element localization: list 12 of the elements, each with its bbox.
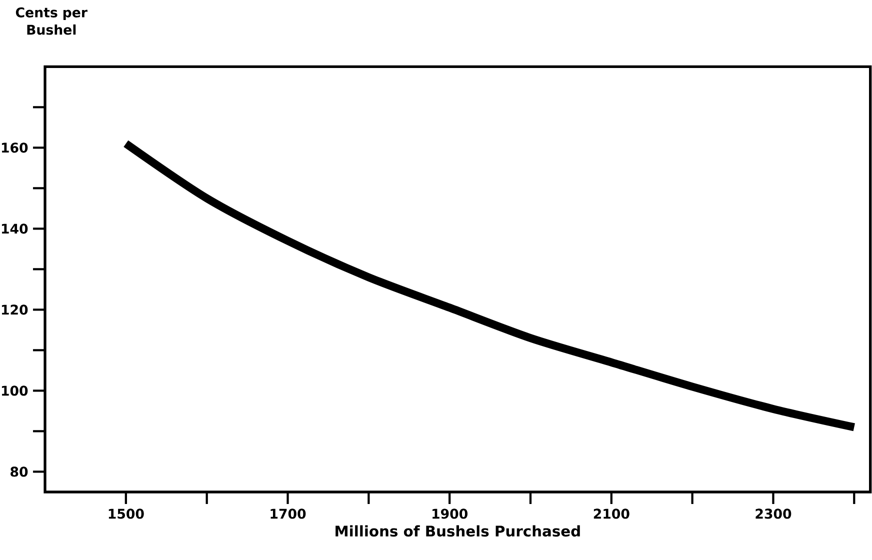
y-tick-label: 140 xyxy=(2,224,28,234)
y-tick-label: 160 xyxy=(2,142,28,153)
y-tick-label: 120 xyxy=(2,304,28,315)
y-tick-label: 100 xyxy=(2,386,28,396)
x-tick-label: 1700 xyxy=(270,508,306,519)
x-axis-title: Millions of Bushels Purchased xyxy=(336,525,580,537)
x-tick-label: 1500 xyxy=(108,508,144,519)
x-tick-label: 1900 xyxy=(432,508,468,519)
x-tick-label: 2300 xyxy=(756,508,792,519)
y-tick-label: 80 xyxy=(10,466,28,477)
y-axis-title: Cents per Bushel xyxy=(16,7,88,35)
x-tick-label: 2100 xyxy=(594,508,630,519)
